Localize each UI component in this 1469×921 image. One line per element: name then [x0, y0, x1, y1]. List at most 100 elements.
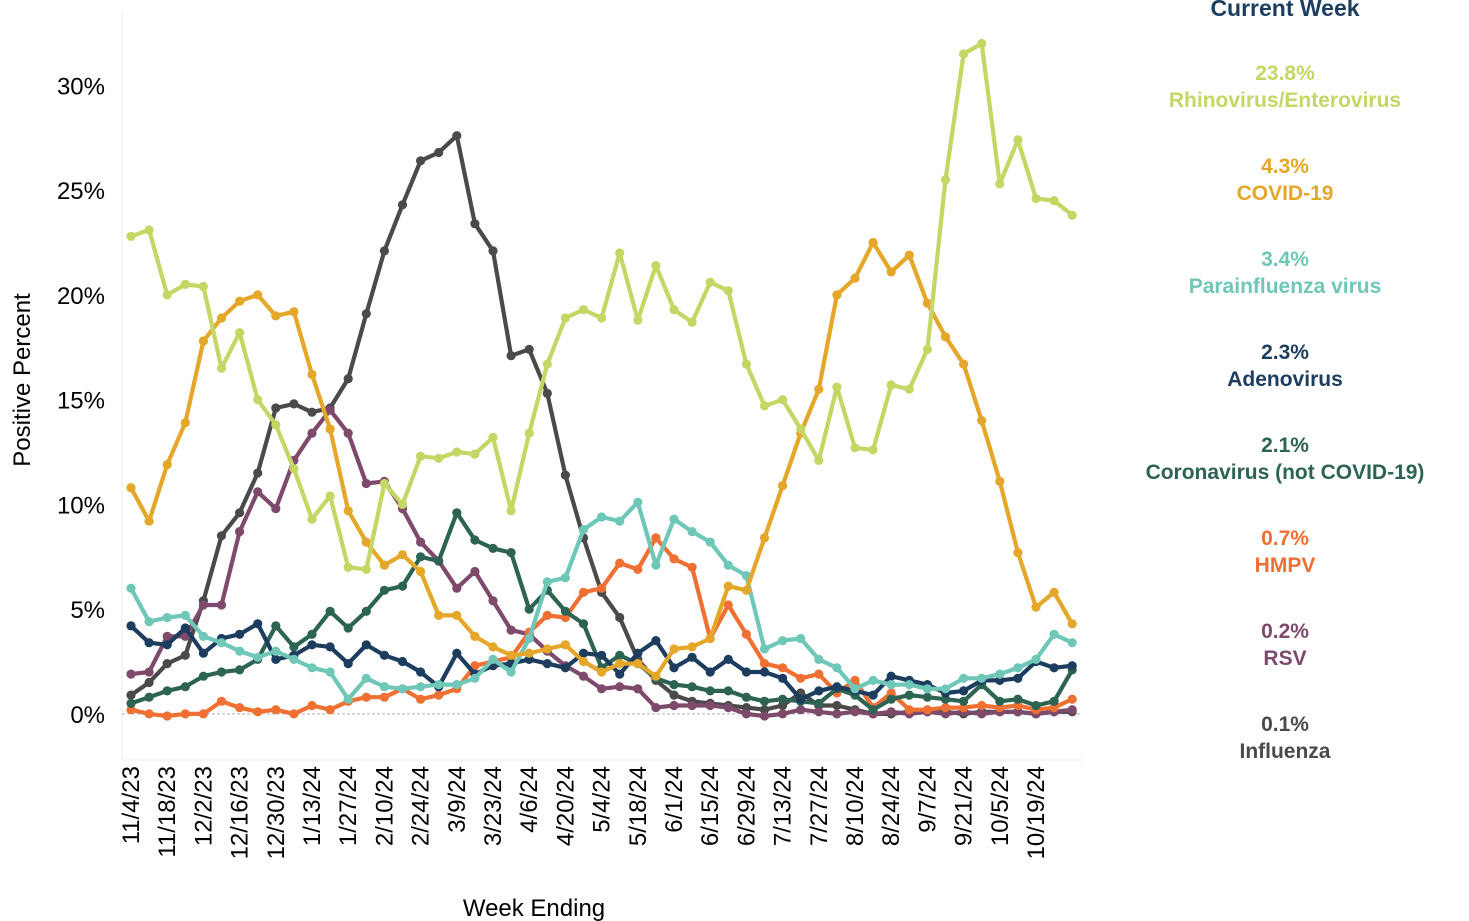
data-point: [1067, 638, 1077, 648]
data-point: [325, 491, 335, 501]
data-point: [416, 694, 426, 704]
x-tick-label: 12/2/23: [190, 766, 217, 846]
data-point: [216, 696, 227, 706]
data-point: [216, 363, 227, 373]
data-point: [325, 405, 335, 415]
data-point: [542, 644, 552, 654]
x-tick-label: 5/4/24: [589, 766, 616, 833]
data-point: [452, 583, 462, 593]
data-point: [904, 250, 914, 260]
data-point: [1013, 135, 1023, 145]
data-point: [995, 703, 1005, 713]
data-point: [1049, 663, 1059, 673]
data-point: [271, 705, 281, 715]
data-point: [488, 543, 498, 554]
data-point: [216, 667, 227, 677]
data-point: [922, 692, 933, 702]
data-point: [578, 525, 589, 535]
data-point: [723, 654, 733, 665]
data-point: [977, 416, 987, 426]
data-point: [669, 690, 679, 700]
data-point: [162, 686, 172, 696]
data-point: [325, 705, 335, 715]
data-point: [126, 705, 136, 715]
data-point: [416, 451, 426, 461]
data-point: [633, 648, 643, 658]
data-point: [633, 564, 643, 575]
data-point: [126, 621, 136, 631]
data-point: [361, 537, 371, 547]
data-point: [126, 483, 136, 493]
legend-label: Adenovirus: [1227, 368, 1343, 391]
x-tick-label: 7/27/24: [806, 766, 833, 846]
x-tick-label: 5/18/24: [625, 766, 652, 846]
data-point: [198, 631, 208, 642]
data-point: [922, 684, 933, 694]
data-point: [832, 663, 842, 673]
data-point: [235, 665, 245, 675]
x-tick-label: 12/30/23: [263, 766, 290, 859]
data-point: [126, 669, 136, 679]
data-point: [1013, 548, 1023, 558]
data-point: [416, 566, 426, 577]
data-point: [307, 407, 317, 417]
data-point: [814, 654, 824, 665]
data-point: [1031, 602, 1041, 612]
data-point: [343, 623, 353, 633]
data-point: [922, 344, 933, 354]
data-point: [904, 705, 914, 715]
data-point: [452, 610, 462, 621]
data-point: [995, 669, 1005, 679]
data-point: [796, 694, 806, 704]
data-point: [1031, 193, 1041, 204]
data-point: [814, 669, 824, 679]
data-point: [452, 508, 462, 518]
data-point: [488, 246, 498, 256]
data-point: [235, 629, 245, 639]
data-point: [886, 707, 896, 717]
data-point: [687, 700, 697, 711]
data-point: [778, 700, 788, 711]
data-point: [651, 671, 661, 681]
data-point: [1013, 700, 1023, 711]
data-point: [832, 382, 842, 392]
data-point: [198, 709, 208, 719]
data-point: [379, 585, 389, 595]
data-point: [307, 369, 317, 380]
data-point: [253, 468, 263, 478]
data-point: [687, 527, 697, 537]
series-coronavirus-not-covid-19: [126, 508, 1077, 715]
x-tick-label: 10/19/24: [1023, 766, 1050, 859]
data-point: [651, 261, 661, 271]
data-point: [741, 692, 752, 702]
data-point: [271, 403, 281, 413]
legend-title: Current Week: [1210, 0, 1359, 21]
data-point: [506, 351, 516, 361]
data-point: [741, 703, 752, 713]
data-point: [253, 487, 263, 497]
x-tick-label: 6/29/24: [733, 766, 760, 846]
data-point: [741, 629, 752, 639]
data-point: [397, 684, 408, 694]
series-rhinovirus-enterovirus: [126, 38, 1077, 575]
data-point: [216, 600, 227, 610]
y-tick-label: 25%: [57, 178, 105, 205]
y-axis: 0% 5% 10% 15% 20% 25% 30%: [57, 73, 105, 728]
data-point: [741, 709, 752, 719]
data-point: [361, 673, 371, 683]
data-point: [778, 709, 788, 719]
data-point: [289, 642, 299, 652]
data-point: [542, 359, 552, 369]
data-point: [814, 384, 824, 394]
data-point: [361, 606, 371, 616]
data-point: [778, 395, 788, 405]
data-point: [361, 309, 371, 319]
data-point: [560, 470, 571, 480]
data-point: [886, 267, 896, 277]
legend-label: HMPV: [1255, 554, 1316, 577]
data-point: [235, 646, 245, 656]
data-point: [633, 684, 643, 694]
data-point: [470, 566, 480, 577]
legend: Current Week 23.8% Rhinovirus/Enterovirus…: [1146, 0, 1425, 763]
data-point: [814, 698, 824, 709]
